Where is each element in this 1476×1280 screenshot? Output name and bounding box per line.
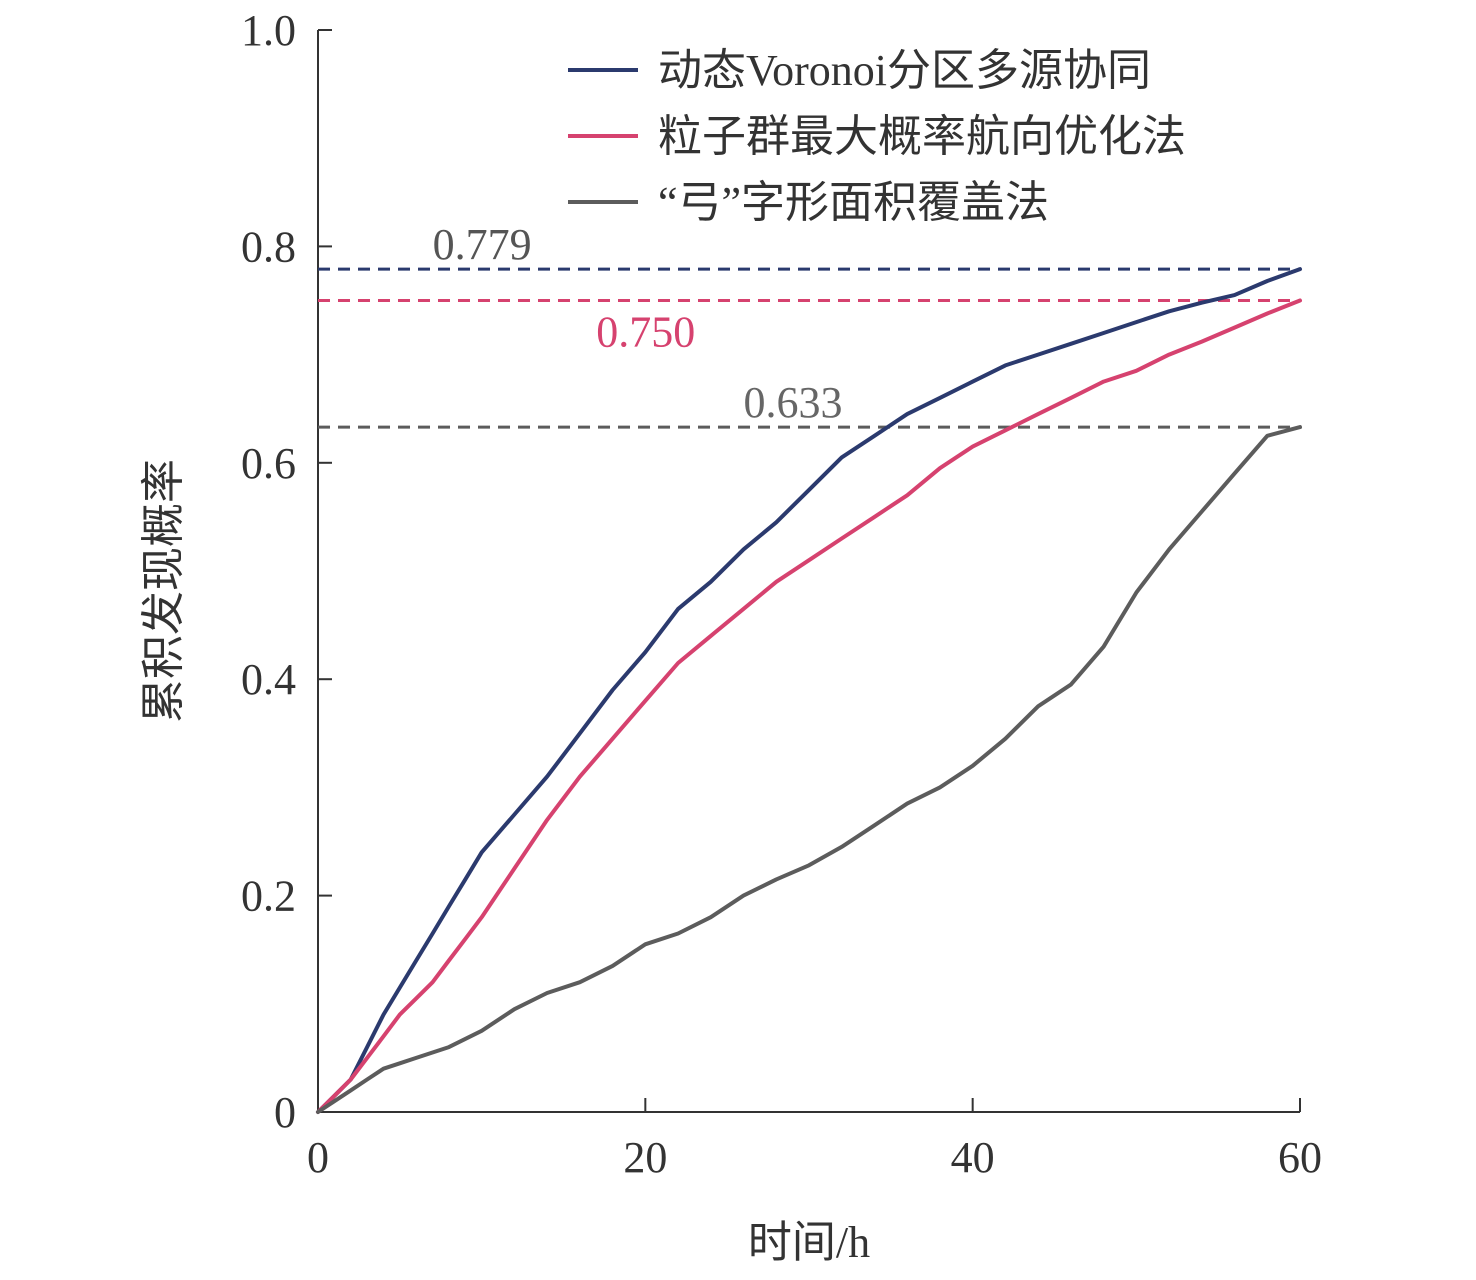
reference-label: 0.779: [433, 220, 532, 269]
legend-label: 粒子群最大概率航向优化法: [658, 112, 1186, 161]
reference-label: 0.750: [596, 308, 695, 357]
y-tick-label: 0.6: [241, 439, 296, 488]
reference-label: 0.633: [744, 378, 843, 427]
y-tick-label: 1.0: [241, 6, 296, 55]
x-tick-label: 0: [307, 1133, 329, 1182]
reference-lines: 0.779 0.750 0.633: [318, 220, 1300, 429]
x-axis-title: 时间/h: [748, 1218, 870, 1267]
series-line-2: [316, 298, 1302, 1114]
y-tick-label: 0.8: [241, 222, 296, 271]
y-tick-label: 0.2: [241, 872, 296, 921]
y-tick-label: 0: [274, 1088, 296, 1137]
x-tick-label: 40: [951, 1133, 995, 1182]
series-line-3: [316, 425, 1302, 1114]
axes: 0 0.2 0.4 0.6 0.8 1.0 0 20 40 60: [241, 6, 1322, 1182]
y-axis-title: 累积发现概率: [139, 459, 188, 723]
x-tick-label: 20: [623, 1133, 667, 1182]
legend-label: “弓”字形面积覆盖法: [658, 178, 1049, 227]
y-tick-label: 0.4: [241, 655, 296, 704]
series-lines: [316, 267, 1302, 1114]
series-line-1: [316, 267, 1302, 1114]
legend-label: 动态Voronoi分区多源协同: [658, 46, 1151, 95]
x-tick-label: 60: [1278, 1133, 1322, 1182]
